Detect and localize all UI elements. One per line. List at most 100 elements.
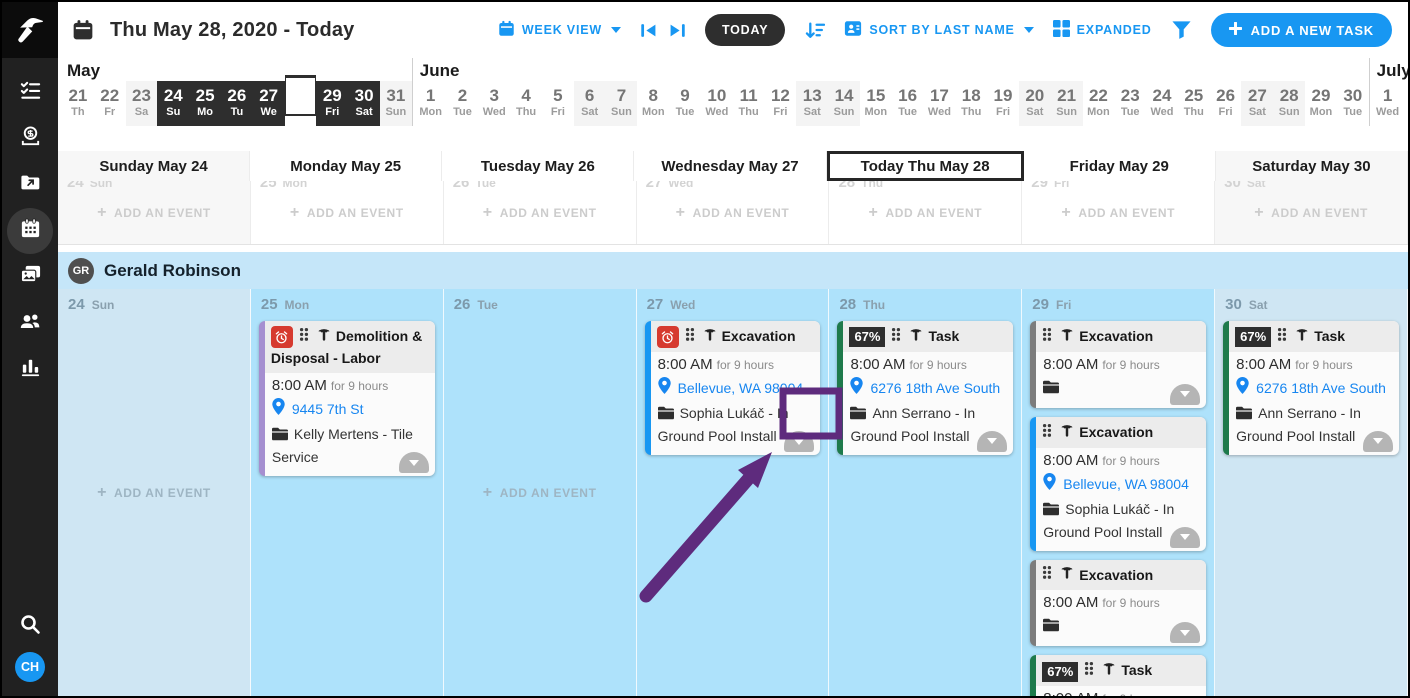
date-cell-june-23[interactable]: 23 Tue (1120, 86, 1140, 118)
date-cell-may-28[interactable]: 28 Thu (284, 75, 317, 116)
date-cell-may-24[interactable]: 24 Su (157, 81, 190, 126)
drag-handle-icon[interactable] (299, 327, 309, 348)
sidebar-item-photos[interactable] (7, 254, 53, 300)
date-cell-june-3[interactable]: 3 Wed (482, 86, 506, 118)
event-location-link[interactable]: Bellevue, WA 98004 (1063, 475, 1189, 492)
sidebar-item-team[interactable] (7, 300, 53, 346)
date-cell-may-27[interactable]: 27 We (252, 81, 285, 126)
drag-handle-icon[interactable] (1042, 565, 1052, 586)
date-cell-july-1[interactable]: 1 Wed (1376, 86, 1400, 118)
date-cell-june-1[interactable]: 1 Mon (419, 86, 442, 118)
date-cell-june-12[interactable]: 12 Fri (770, 86, 790, 118)
event-card[interactable]: Excavation 8:00 AM for 9 hours (1030, 321, 1207, 408)
add-task-button[interactable]: ADD A NEW TASK (1210, 13, 1392, 47)
date-cell-june-9[interactable]: 9 Tue (675, 86, 695, 118)
all-day-cell-thu: 28 Thu + ADD AN EVENT (829, 181, 1023, 244)
date-cell-may-29[interactable]: 29 Fri (316, 81, 349, 126)
date-cell-june-28[interactable]: 28 Sun (1273, 81, 1306, 126)
date-cell-june-21[interactable]: 21 Sun (1050, 81, 1083, 126)
date-cell-june-11[interactable]: 11 Thu (738, 86, 759, 118)
add-event-button[interactable]: + ADD AN EVENT (482, 483, 597, 501)
date-cell-june-18[interactable]: 18 Thu (961, 86, 982, 118)
sidebar-item-reports[interactable] (7, 346, 53, 392)
date-cell-june-30[interactable]: 30 Tue (1343, 86, 1363, 118)
date-cell-may-31[interactable]: 31 Sun (379, 81, 412, 126)
sort-descending-icon[interactable] (804, 20, 826, 41)
add-event-button[interactable]: + ADD AN EVENT (97, 483, 211, 501)
add-event-button[interactable]: + ADD AN EVENT (675, 203, 790, 221)
expand-chevron-button[interactable] (1363, 430, 1394, 452)
date-cell-june-13[interactable]: 13 Sat (796, 81, 829, 126)
date-cell-may-21[interactable]: 21 Th (68, 86, 88, 118)
drag-handle-icon[interactable] (1042, 327, 1052, 348)
date-cell-june-4[interactable]: 4 Thu (515, 86, 537, 118)
event-location-link[interactable]: Bellevue, WA 98004 (677, 380, 804, 397)
date-cell-may-25[interactable]: 25 Mo (189, 81, 221, 126)
event-location-link[interactable]: 6276 18th Ave South (870, 379, 1001, 396)
date-cell-may-30[interactable]: 30 Sat (348, 81, 380, 126)
event-card[interactable]: Demolition & Disposal - Labor 8:00 AM for … (258, 321, 435, 477)
schedule-day-label: 27 Wed (646, 296, 696, 313)
app-logo-hammer-icon[interactable] (2, 2, 58, 58)
date-cell-june-16[interactable]: 16 Tue (898, 86, 918, 118)
date-cell-june-26[interactable]: 26 Fri (1216, 86, 1236, 118)
drag-handle-icon[interactable] (685, 327, 695, 348)
skip-forward-icon[interactable] (669, 22, 686, 39)
date-cell-june-2[interactable]: 2 Tue (453, 86, 472, 118)
date-cell-july-2[interactable]: 2Thu (1403, 81, 1408, 126)
expand-chevron-button[interactable] (977, 430, 1008, 452)
user-avatar[interactable]: CH (15, 652, 45, 682)
drag-handle-icon[interactable] (1042, 423, 1052, 444)
date-cell-june-8[interactable]: 8 Mon (641, 86, 665, 118)
drag-handle-icon[interactable] (1084, 661, 1094, 682)
expand-chevron-button[interactable] (1170, 526, 1201, 548)
event-card[interactable]: Excavation 8:00 AM for 9 hours Bellevue, WA… (644, 321, 821, 456)
date-cell-june-24[interactable]: 24 Wed (1150, 86, 1174, 118)
sidebar-item-projects[interactable] (7, 162, 53, 208)
date-cell-may-23[interactable]: 23 Sa (125, 81, 158, 126)
date-cell-june-29[interactable]: 29 Mon (1309, 86, 1333, 118)
sidebar-item-payments[interactable] (7, 116, 53, 162)
search-icon[interactable] (18, 612, 42, 636)
expand-chevron-button[interactable] (1170, 622, 1201, 644)
date-cell-june-22[interactable]: 22 Mon (1087, 86, 1110, 118)
add-event-button[interactable]: + ADD AN EVENT (482, 203, 597, 221)
add-event-button[interactable]: + ADD AN EVENT (868, 203, 983, 221)
filter-icon[interactable] (1171, 20, 1192, 40)
date-cell-june-25[interactable]: 25 Thu (1183, 86, 1204, 118)
event-location-link[interactable]: 9445 7th St (291, 401, 364, 418)
event-card[interactable]: Excavation 8:00 AM for 9 hours (1030, 559, 1207, 647)
event-location-link[interactable]: 6276 18th Ave South (1256, 379, 1386, 396)
date-cell-june-7[interactable]: 7 Sun (605, 81, 638, 126)
today-button[interactable]: TODAY (704, 14, 786, 46)
sort-by-dropdown[interactable]: SORT BY LAST NAME (844, 20, 1034, 40)
drag-handle-icon[interactable] (891, 327, 901, 348)
date-cell-june-15[interactable]: 15 Mon (864, 86, 888, 118)
expanded-toggle[interactable]: EXPANDED (1052, 20, 1152, 40)
event-card[interactable]: Excavation 8:00 AM for 9 hours Bellevue, WA… (1030, 416, 1207, 551)
drag-handle-icon[interactable] (1277, 327, 1287, 348)
add-event-button[interactable]: + ADD AN EVENT (97, 203, 211, 221)
skip-back-icon[interactable] (640, 22, 657, 39)
date-cell-june-6[interactable]: 6 Sat (573, 81, 606, 126)
date-cell-june-27[interactable]: 27 Sat (1241, 81, 1274, 126)
date-cell-june-19[interactable]: 19 Fri (993, 86, 1013, 118)
date-cell-june-5[interactable]: 5 Fri (550, 86, 565, 118)
add-event-button[interactable]: + ADD AN EVENT (1061, 203, 1176, 221)
expand-chevron-button[interactable] (398, 452, 429, 474)
expand-chevron-button[interactable] (1170, 383, 1201, 405)
sidebar-item-tasks[interactable] (7, 70, 53, 116)
date-cell-june-10[interactable]: 10 Wed (705, 86, 729, 118)
date-cell-may-26[interactable]: 26 Tu (220, 81, 253, 126)
date-cell-june-17[interactable]: 17 Wed (927, 86, 951, 118)
sidebar-item-schedule[interactable] (7, 208, 53, 254)
date-cell-june-20[interactable]: 20 Sat (1018, 81, 1051, 126)
add-event-button[interactable]: + ADD AN EVENT (1254, 203, 1368, 221)
date-cell-may-22[interactable]: 22 Fr (100, 86, 120, 118)
date-cell-june-14[interactable]: 14 Sun (828, 81, 860, 126)
week-view-dropdown[interactable]: WEEK VIEW (498, 20, 621, 40)
add-event-button[interactable]: + ADD AN EVENT (289, 203, 404, 221)
